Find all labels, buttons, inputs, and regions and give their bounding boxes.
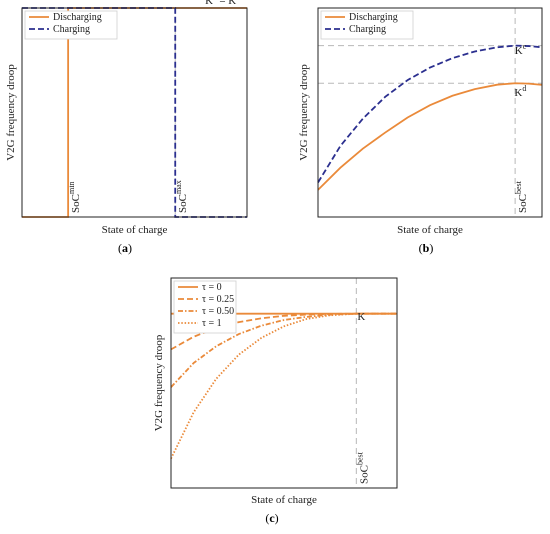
legend-label-3: τ = 1 [202, 318, 222, 329]
panel-label: (a) [118, 241, 132, 255]
y-axis-label: V2G frequency droop [5, 64, 17, 161]
y-axis-label: V2G frequency droop [298, 64, 310, 161]
legend-box [24, 10, 118, 40]
annotation-0: Kc [515, 42, 527, 57]
annotation-0: K [357, 311, 365, 323]
vline-label-0: SoCmin [67, 182, 82, 213]
legend-label-1: τ = 0.25 [202, 294, 234, 305]
legend-label-1: Charging [53, 24, 90, 35]
x-axis-label: State of charge [251, 494, 317, 506]
vline-label-0: SoCbest [514, 180, 529, 213]
x-axis-label: State of charge [397, 224, 463, 236]
series-line-1 [170, 312, 397, 351]
annotation-0: Kc = Kd [205, 0, 240, 7]
plot-frame [170, 277, 398, 489]
legend-label-0: Discharging [349, 12, 398, 23]
panel-c: SoCbest Kτ = 0τ = 0.25τ = 0.50τ = 1 State … [153, 277, 398, 525]
legend-box [320, 10, 414, 40]
panel-label: (b) [419, 241, 434, 255]
series-line-3 [170, 312, 397, 459]
series-line-0 [317, 82, 543, 191]
x-axis-label: State of charge [102, 224, 168, 236]
legend-label-0: τ = 0 [202, 282, 222, 293]
legend-label-1: Charging [349, 24, 386, 35]
panel-label: (c) [265, 511, 278, 525]
vline-label-0: SoCbest [355, 451, 370, 484]
legend-box [173, 280, 237, 334]
annotation-1: Kd [514, 84, 526, 99]
legend-label-2: τ = 0.50 [202, 306, 234, 317]
plot-frame [21, 7, 248, 218]
y-axis-label: V2G frequency droop [153, 334, 165, 431]
vline-label-1: SoCmax [174, 180, 189, 213]
series-line-1 [317, 44, 543, 183]
legend-label-0: Discharging [53, 12, 102, 23]
plot-frame [317, 7, 543, 218]
